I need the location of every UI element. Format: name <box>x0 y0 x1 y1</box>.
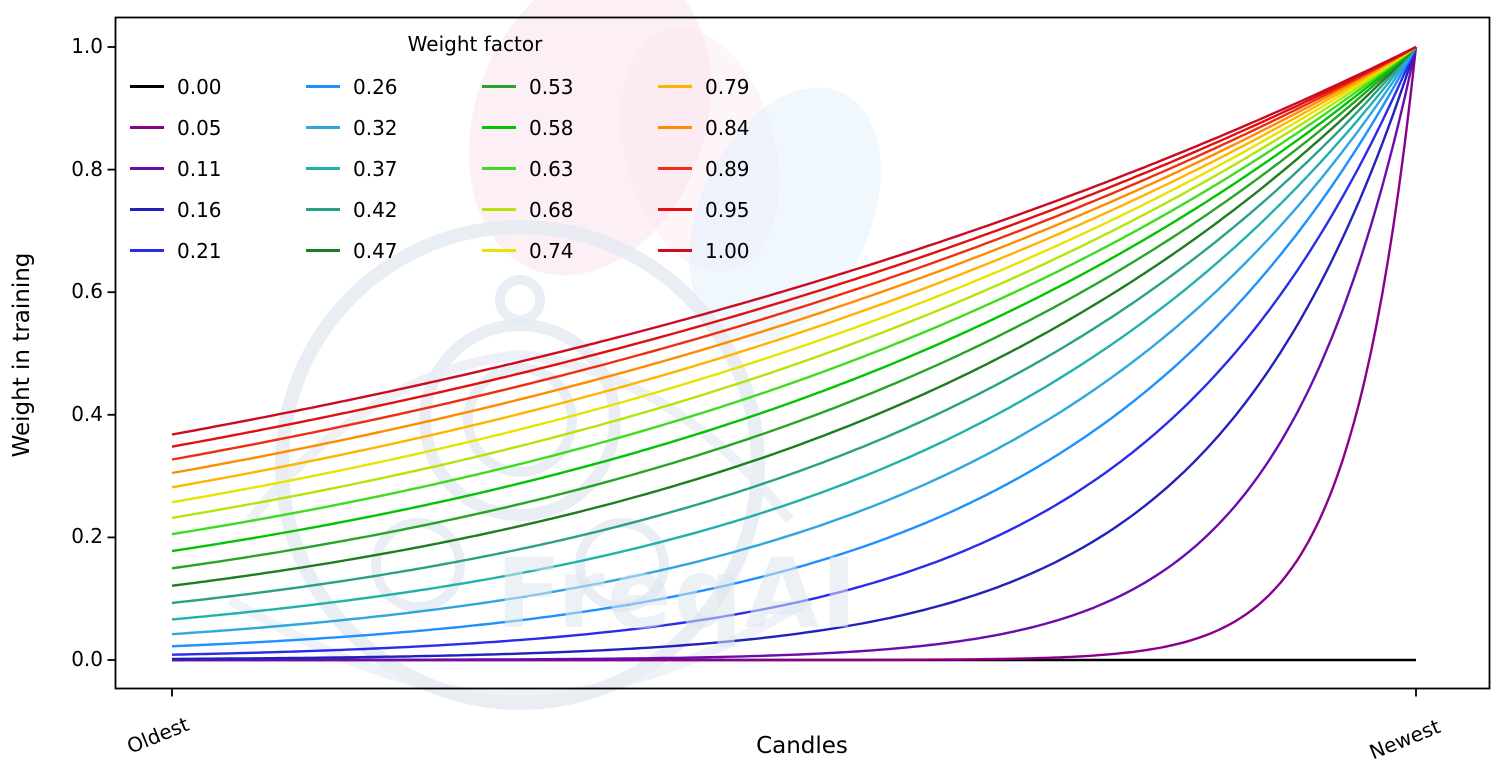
curve-0.16 <box>172 46 1418 661</box>
legend-label: 0.37 <box>353 156 398 181</box>
legend-swatch-0.16 <box>130 208 164 211</box>
legend-swatch-0.95 <box>658 208 692 211</box>
legend-item-0.16: 0.16 <box>130 198 306 222</box>
y-tick-label-0.2: 0.2 <box>71 524 103 549</box>
axes-frame <box>107 16 1491 697</box>
y-tick-label-0.0: 0.0 <box>71 647 103 671</box>
legend-item-0.26: 0.26 <box>306 75 482 99</box>
y-tick-label-0.8: 0.8 <box>71 156 103 181</box>
legend-swatch-0.05 <box>130 126 164 129</box>
legend-item-0.47: 0.47 <box>306 239 482 263</box>
legend-label: 0.21 <box>177 238 222 263</box>
curve-1.00 <box>171 45 1417 436</box>
curve-0.95 <box>171 45 1417 448</box>
legend-label: 0.53 <box>529 74 574 99</box>
curve-0.32 <box>171 46 1418 636</box>
legend-swatch-0.79 <box>658 85 692 88</box>
curve-0.68 <box>171 46 1417 520</box>
legend-item-0.05: 0.05 <box>130 116 306 140</box>
legend-swatch-0.00 <box>130 85 164 88</box>
legend-item-0.32: 0.32 <box>306 116 482 140</box>
legend-item-0.53: 0.53 <box>482 75 658 99</box>
legend-item-0.68: 0.68 <box>482 198 658 222</box>
legend-item-0.63: 0.63 <box>482 157 658 181</box>
legend-item-0.37: 0.37 <box>306 157 482 181</box>
y-axis-label: Weight in training <box>9 252 35 458</box>
legend-swatch-0.58 <box>482 126 516 129</box>
legend-swatch-0.32 <box>306 126 340 129</box>
curve-0.84 <box>171 45 1417 475</box>
y-tick-label-0.6: 0.6 <box>71 279 103 304</box>
legend-label: 0.58 <box>529 115 574 140</box>
legend-swatch-0.42 <box>306 208 340 211</box>
legend-swatch-0.37 <box>306 167 340 170</box>
curve-0.42 <box>171 46 1417 605</box>
legend-label: 0.42 <box>353 197 398 222</box>
legend-label: 0.63 <box>529 156 574 181</box>
curve-0.26 <box>171 46 1418 648</box>
legend-label: 0.95 <box>705 197 750 222</box>
legend-item-0.95: 0.95 <box>658 198 834 222</box>
legend-swatch-0.53 <box>482 85 516 88</box>
legend-swatch-0.84 <box>658 126 692 129</box>
legend-swatch-0.63 <box>482 167 516 170</box>
legend-label: 0.47 <box>353 238 398 263</box>
legend-label: 0.74 <box>529 238 574 263</box>
curve-0.47 <box>171 46 1417 587</box>
legend-item-0.11: 0.11 <box>130 157 306 181</box>
legend-swatch-0.26 <box>306 85 340 88</box>
curve-0.58 <box>171 46 1417 553</box>
legend-item-0.74: 0.74 <box>482 239 658 263</box>
legend-label: 0.84 <box>705 115 750 140</box>
legend-label: 0.79 <box>705 74 750 99</box>
legend-label: 1.00 <box>705 238 750 263</box>
freqai-watermark-graphic <box>227 0 881 710</box>
legend-grid: 0.00 0.05 0.11 0.16 0.21 0.26 0.32 0.37 0.42 0.47… <box>130 66 834 271</box>
legend-swatch-0.11 <box>130 167 164 170</box>
curve-0.63 <box>171 46 1417 536</box>
legend-label: 0.32 <box>353 115 398 140</box>
legend-item-0.00: 0.00 <box>130 75 306 99</box>
legend-title: Weight factor <box>407 32 543 56</box>
legend-label: 0.26 <box>353 74 398 99</box>
y-tick-label-1.0: 1.0 <box>71 34 103 58</box>
legend-item-0.21: 0.21 <box>130 239 306 263</box>
legend-label: 0.11 <box>177 156 222 181</box>
curve-0.11 <box>172 46 1418 662</box>
legend-item-0.89: 0.89 <box>658 157 834 181</box>
legend-label: 0.16 <box>177 197 222 222</box>
curve-0.53 <box>171 46 1417 570</box>
curve-0.74 <box>171 46 1417 504</box>
legend-swatch-0.47 <box>306 249 340 252</box>
legend-label: 0.89 <box>705 156 750 181</box>
curve-0.21 <box>171 46 1418 656</box>
curve-0.37 <box>171 46 1417 621</box>
curve-0.89 <box>171 45 1417 461</box>
legend-item-0.79: 0.79 <box>658 75 834 99</box>
legend-swatch-0.21 <box>130 249 164 252</box>
legend: Weight factor 0.00 0.05 0.11 0.16 0.21 0.26 0.… <box>130 32 834 271</box>
legend-item-1.00: 1.00 <box>658 239 834 263</box>
legend-swatch-1.00 <box>658 249 692 252</box>
legend-swatch-0.68 <box>482 208 516 211</box>
legend-item-0.42: 0.42 <box>306 198 482 222</box>
curve-0.79 <box>171 45 1417 489</box>
y-tick-label-0.4: 0.4 <box>71 401 103 426</box>
legend-swatch-0.74 <box>482 249 516 252</box>
legend-item-0.58: 0.58 <box>482 116 658 140</box>
legend-label: 0.00 <box>177 74 222 99</box>
legend-label: 0.05 <box>177 115 222 140</box>
legend-label: 0.68 <box>529 197 574 222</box>
legend-swatch-0.89 <box>658 167 692 170</box>
x-axis-label: Candles <box>756 733 848 759</box>
curves-group <box>171 45 1418 662</box>
legend-item-0.84: 0.84 <box>658 116 834 140</box>
